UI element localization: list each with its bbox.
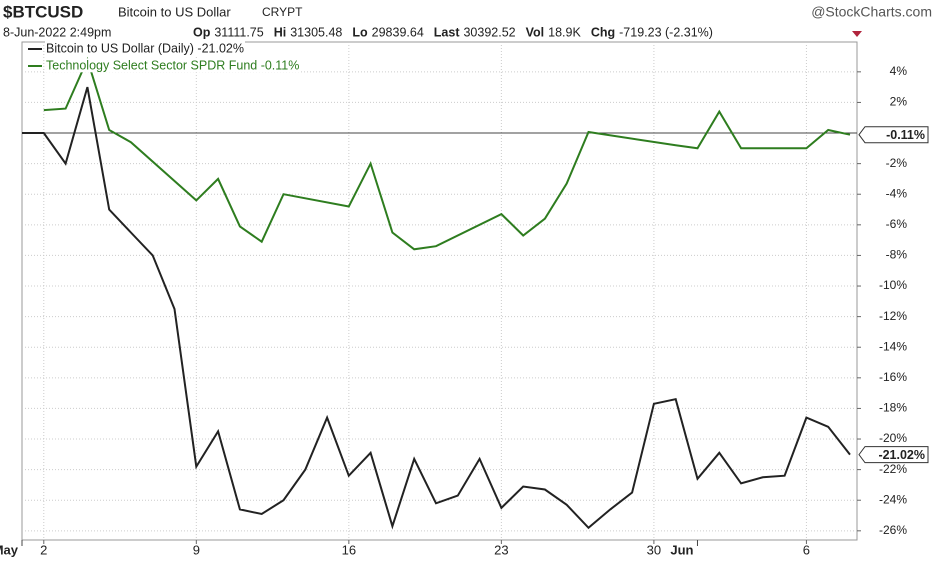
x-tick-label: 23 [494, 542, 508, 557]
series-line [43, 56, 851, 251]
quote-label: Vol [526, 25, 545, 39]
y-tick-label: -2% [886, 156, 908, 170]
quote-value: 31111.75 [214, 25, 263, 39]
end-label: -0.11% [886, 128, 925, 142]
down-arrow [852, 31, 862, 37]
quote-label: Last [434, 25, 461, 39]
y-tick-label: -4% [886, 186, 908, 200]
y-tick-label: -10% [879, 278, 907, 292]
end-label-box [858, 126, 929, 144]
y-tick-label: -22% [879, 462, 907, 476]
quote-value: -719.23 (-2.31%) [619, 25, 713, 39]
y-tick-label: -26% [879, 523, 907, 537]
quote-value: 29839.64 [372, 25, 424, 39]
y-tick-label: -6% [886, 217, 908, 231]
quote-value: 30392.52 [463, 25, 515, 39]
x-tick-label: 30 [647, 542, 661, 557]
legend-bg [45, 58, 301, 73]
quote-label: Lo [352, 25, 368, 39]
y-tick-label: -12% [879, 309, 907, 323]
x-tick-label: 9 [193, 542, 200, 557]
y-tick-label: -24% [879, 492, 907, 506]
quote-label: Hi [274, 25, 287, 39]
quote-value: 18.9K [548, 25, 581, 39]
y-tick-label: -16% [879, 370, 907, 384]
quote-label: Chg [591, 25, 615, 39]
x-tick-label: 2 [40, 542, 47, 557]
x-tick-label: 16 [342, 542, 356, 557]
month-label: Jun [670, 542, 693, 557]
y-tick-label: -20% [879, 431, 907, 445]
legend-bg [45, 41, 245, 56]
source: @StockCharts.com [811, 4, 932, 20]
y-tick-label: 4% [890, 64, 908, 78]
month-label: May [0, 542, 19, 557]
legend-label: Bitcoin to US Dollar (Daily) -21.02% [46, 41, 244, 55]
x-tick-label: 6 [803, 542, 810, 557]
plot-frame [21, 41, 858, 541]
y-tick-label: -8% [886, 248, 908, 262]
series-line [22, 86, 851, 530]
y-tick-label: -14% [879, 339, 907, 353]
end-label-box [858, 446, 929, 464]
end-label: -21.02% [878, 448, 925, 462]
timestamp: 8-Jun-2022 2:49pm [3, 25, 111, 39]
quote-label: Op [193, 25, 211, 39]
y-tick-label: -18% [879, 401, 907, 415]
exchange: CRYPT [262, 5, 303, 19]
legend-label: Technology Select Sector SPDR Fund -0.11… [46, 58, 299, 72]
symbol: $BTCUSD [3, 2, 83, 21]
y-tick-label: 2% [890, 95, 908, 109]
instrument-name: Bitcoin to US Dollar [118, 4, 231, 19]
quote-value: 31305.48 [290, 25, 342, 39]
